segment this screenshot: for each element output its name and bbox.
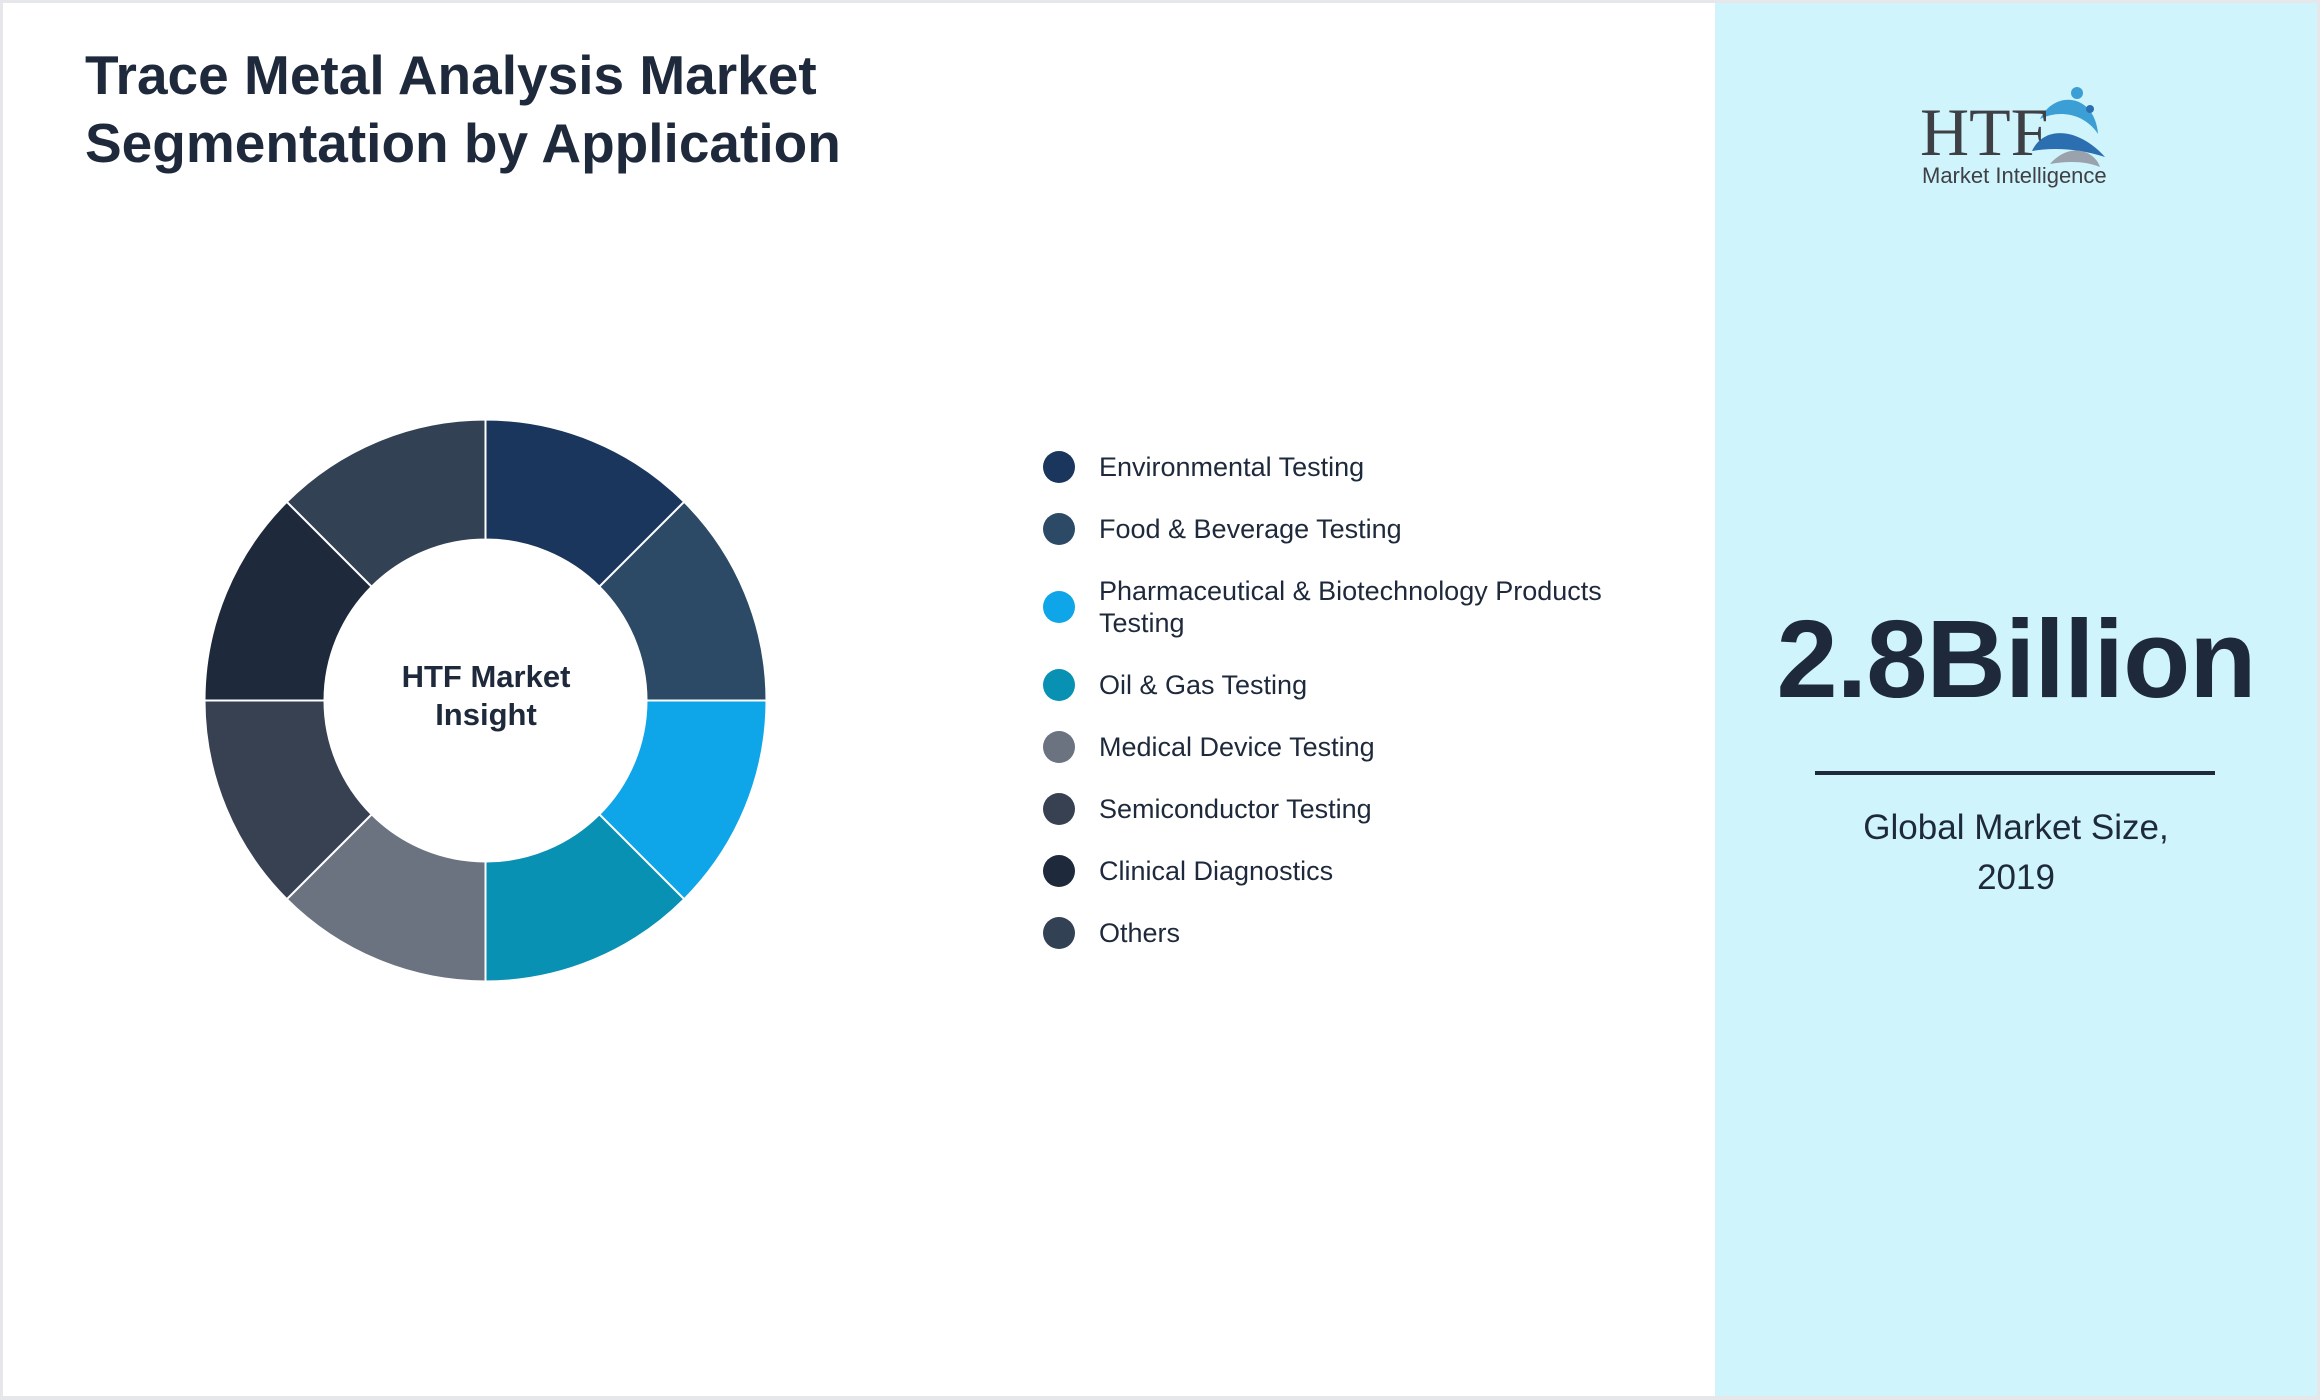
chart-title-line-1: Trace Metal Analysis Market bbox=[85, 44, 817, 106]
legend-swatch bbox=[1043, 731, 1075, 763]
donut-center-line-1: HTF Market bbox=[401, 659, 571, 694]
legend-swatch bbox=[1043, 669, 1075, 701]
market-size-caption-line-1: Global Market Size, bbox=[1863, 808, 2169, 847]
donut-center-label: HTF Market Insight bbox=[343, 658, 629, 734]
market-size-caption: Global Market Size, 2019 bbox=[1715, 803, 2317, 903]
market-size-caption-line-2: 2019 bbox=[1977, 858, 2055, 897]
legend-item: Oil & Gas Testing bbox=[1043, 669, 1683, 701]
legend-label: Semiconductor Testing bbox=[1099, 794, 1372, 824]
donut-slice bbox=[285, 418, 487, 589]
legend-swatch bbox=[1043, 793, 1075, 825]
donut-chart bbox=[203, 418, 768, 983]
legend-item: Others bbox=[1043, 917, 1683, 949]
donut-slices bbox=[203, 418, 768, 983]
logo-mark: HTF bbox=[1920, 94, 2048, 170]
chart-title: Trace Metal Analysis Market Segmentation… bbox=[85, 41, 1085, 177]
chart-title-line-2: Segmentation by Application bbox=[85, 112, 841, 174]
legend-item: Clinical Diagnostics bbox=[1043, 855, 1683, 887]
chart-area: Trace Metal Analysis Market Segmentation… bbox=[3, 3, 1715, 1396]
legend-item: Medical Device Testing bbox=[1043, 731, 1683, 763]
legend-swatch bbox=[1043, 513, 1075, 545]
chart-legend: Environmental Testing Food & Beverage Te… bbox=[1043, 451, 1683, 979]
divider bbox=[1815, 771, 2215, 775]
legend-label: Medical Device Testing bbox=[1099, 732, 1375, 762]
legend-item: Semiconductor Testing bbox=[1043, 793, 1683, 825]
legend-swatch bbox=[1043, 451, 1075, 483]
market-size-value: 2.8Billion bbox=[1776, 598, 2257, 721]
legend-label: Clinical Diagnostics bbox=[1099, 856, 1334, 886]
legend-label: Food & Beverage Testing bbox=[1099, 514, 1402, 544]
logo-tagline: Market Intelligence bbox=[1922, 163, 2107, 188]
infographic-frame: Trace Metal Analysis Market Segmentation… bbox=[3, 3, 2317, 1396]
legend-swatch bbox=[1043, 591, 1075, 623]
legend-label: Environmental Testing bbox=[1099, 452, 1365, 482]
legend-swatch bbox=[1043, 917, 1075, 949]
legend-label: Others bbox=[1099, 918, 1181, 948]
stat-panel: HTF Market Intelligence 2.8Billion Globa… bbox=[1715, 3, 2317, 1396]
donut-center-line-2: Insight bbox=[435, 697, 537, 732]
legend-item: Food & Beverage Testing bbox=[1043, 513, 1683, 545]
legend-swatch bbox=[1043, 855, 1075, 887]
legend-label: Oil & Gas Testing bbox=[1099, 670, 1308, 700]
legend-item: Pharmaceutical & Biotechnology Products … bbox=[1043, 575, 1683, 639]
htf-logo: HTF Market Intelligence bbox=[1920, 87, 2107, 188]
legend-item: Environmental Testing bbox=[1043, 451, 1683, 483]
logo-emblem-icon bbox=[2032, 87, 2105, 167]
legend-label: Pharmaceutical & Biotechnology Products … bbox=[1099, 576, 1602, 638]
